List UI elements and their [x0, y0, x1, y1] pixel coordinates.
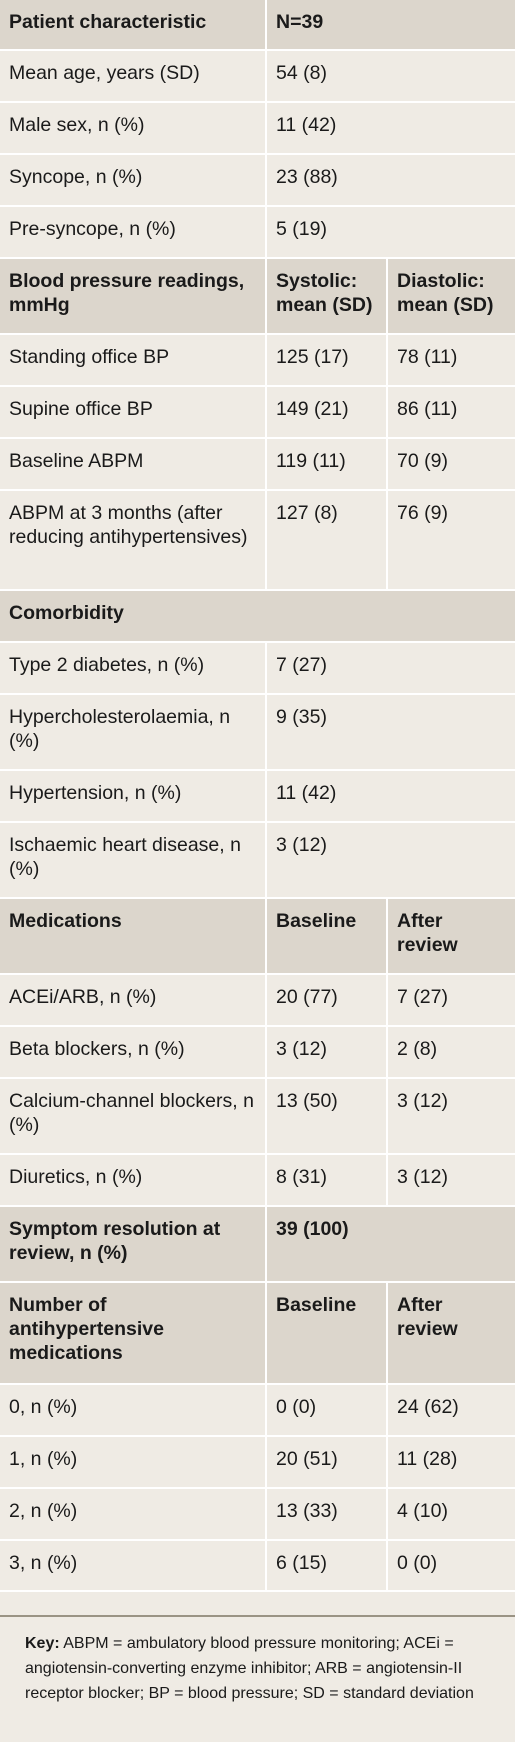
- row-value: 86 (11): [387, 386, 515, 439]
- table-row: Standing office BP 125 (17) 78 (11): [0, 334, 515, 387]
- row-label: 3, n (%): [0, 1540, 267, 1592]
- header-cell: Baseline: [266, 898, 388, 975]
- row-label: Type 2 diabetes, n (%): [0, 642, 267, 695]
- section-header-comorbidity: Comorbidity: [0, 590, 515, 643]
- row-label: Baseline ABPM: [0, 438, 267, 491]
- section-header-antihypertensive-count: Number of antihypertensive medications B…: [0, 1282, 515, 1385]
- section-header-blood-pressure: Blood pressure readings, mmHg Systolic: …: [0, 258, 515, 335]
- row-label: 0, n (%): [0, 1384, 267, 1437]
- header-cell: Symptom resolution at review, n (%): [0, 1206, 267, 1283]
- row-label: 1, n (%): [0, 1436, 267, 1489]
- row-value: 9 (35): [266, 694, 515, 771]
- header-cell: Systolic: mean (SD): [266, 258, 388, 335]
- table-key-footnote: Key: ABPM = ambulatory blood pressure mo…: [0, 1615, 515, 1742]
- table-row: Hypertension, n (%) 11 (42): [0, 770, 515, 823]
- section-header-medications: Medications Baseline After review: [0, 898, 515, 975]
- table-row: Baseline ABPM 119 (11) 70 (9): [0, 438, 515, 491]
- patient-characteristics-table: Patient characteristic N=39 Mean age, ye…: [0, 0, 515, 1592]
- header-cell: Number of antihypertensive medications: [0, 1282, 267, 1385]
- table-row: 1, n (%) 20 (51) 11 (28): [0, 1436, 515, 1489]
- row-label: Diuretics, n (%): [0, 1154, 267, 1207]
- table-row: Syncope, n (%) 23 (88): [0, 154, 515, 207]
- section-header-symptom-resolution: Symptom resolution at review, n (%) 39 (…: [0, 1206, 515, 1283]
- row-value: 5 (19): [266, 206, 515, 259]
- row-label: 2, n (%): [0, 1488, 267, 1541]
- row-value: 3 (12): [387, 1078, 515, 1155]
- header-cell: Diastolic: mean (SD): [387, 258, 515, 335]
- table-row: Mean age, years (SD) 54 (8): [0, 50, 515, 103]
- table-row: Supine office BP 149 (21) 86 (11): [0, 386, 515, 439]
- row-value: 20 (77): [266, 974, 388, 1027]
- row-value: 3 (12): [266, 822, 515, 899]
- table-row: Pre-syncope, n (%) 5 (19): [0, 206, 515, 259]
- row-value: 4 (10): [387, 1488, 515, 1541]
- row-value: 70 (9): [387, 438, 515, 491]
- table-row: Diuretics, n (%) 8 (31) 3 (12): [0, 1154, 515, 1207]
- row-value: 11 (42): [266, 770, 515, 823]
- table-row: ACEi/ARB, n (%) 20 (77) 7 (27): [0, 974, 515, 1027]
- row-value: 76 (9): [387, 490, 515, 591]
- row-value: 20 (51): [266, 1436, 388, 1489]
- row-label: Supine office BP: [0, 386, 267, 439]
- row-value: 0 (0): [387, 1540, 515, 1592]
- row-value: 13 (50): [266, 1078, 388, 1155]
- table-row: Male sex, n (%) 11 (42): [0, 102, 515, 155]
- row-value: 7 (27): [387, 974, 515, 1027]
- row-value: 54 (8): [266, 50, 515, 103]
- header-cell: After review: [387, 898, 515, 975]
- header-cell: After review: [387, 1282, 515, 1385]
- row-label: Hypercholesterolaemia, n (%): [0, 694, 267, 771]
- row-label: Pre-syncope, n (%): [0, 206, 267, 259]
- row-value: 13 (33): [266, 1488, 388, 1541]
- table-row: Calcium-channel blockers, n (%) 13 (50) …: [0, 1078, 515, 1155]
- table-row: Hypercholesterolaemia, n (%) 9 (35): [0, 694, 515, 771]
- row-value: 11 (42): [266, 102, 515, 155]
- header-cell: Patient characteristic: [0, 0, 267, 51]
- row-label: Syncope, n (%): [0, 154, 267, 207]
- row-value: 23 (88): [266, 154, 515, 207]
- row-value: 3 (12): [387, 1154, 515, 1207]
- row-label: Mean age, years (SD): [0, 50, 267, 103]
- header-cell: Medications: [0, 898, 267, 975]
- table-row: 0, n (%) 0 (0) 24 (62): [0, 1384, 515, 1437]
- row-label: Ischaemic heart disease, n (%): [0, 822, 267, 899]
- row-value: 7 (27): [266, 642, 515, 695]
- key-text: ABPM = ambulatory blood pressure monitor…: [25, 1635, 474, 1702]
- row-value: 78 (11): [387, 334, 515, 387]
- header-cell: Blood pressure readings, mmHg: [0, 258, 267, 335]
- table-row: 3, n (%) 6 (15) 0 (0): [0, 1540, 515, 1592]
- table-row: Type 2 diabetes, n (%) 7 (27): [0, 642, 515, 695]
- row-label: Hypertension, n (%): [0, 770, 267, 823]
- row-value: 2 (8): [387, 1026, 515, 1079]
- patient-characteristics-table-wrap: Patient characteristic N=39 Mean age, ye…: [0, 0, 515, 1615]
- row-label: Calcium-channel blockers, n (%): [0, 1078, 267, 1155]
- row-value: 149 (21): [266, 386, 388, 439]
- row-label: ACEi/ARB, n (%): [0, 974, 267, 1027]
- row-label: ABPM at 3 months (after reducing antihyp…: [0, 490, 267, 591]
- row-value: 125 (17): [266, 334, 388, 387]
- table-row: Ischaemic heart disease, n (%) 3 (12): [0, 822, 515, 899]
- row-value: 8 (31): [266, 1154, 388, 1207]
- header-cell: Baseline: [266, 1282, 388, 1385]
- table-row: 2, n (%) 13 (33) 4 (10): [0, 1488, 515, 1541]
- key-label: Key:: [25, 1635, 60, 1652]
- row-label: Standing office BP: [0, 334, 267, 387]
- table-row: ABPM at 3 months (after reducing antihyp…: [0, 490, 515, 591]
- header-cell: Comorbidity: [0, 590, 515, 643]
- row-value: 3 (12): [266, 1026, 388, 1079]
- row-value: 24 (62): [387, 1384, 515, 1437]
- row-value: 119 (11): [266, 438, 388, 491]
- row-value: 11 (28): [387, 1436, 515, 1489]
- header-cell: N=39: [266, 0, 515, 51]
- row-label: Male sex, n (%): [0, 102, 267, 155]
- row-label: Beta blockers, n (%): [0, 1026, 267, 1079]
- row-value: 6 (15): [266, 1540, 388, 1592]
- header-cell: 39 (100): [266, 1206, 515, 1283]
- row-value: 0 (0): [266, 1384, 388, 1437]
- row-value: 127 (8): [266, 490, 388, 591]
- table-row: Beta blockers, n (%) 3 (12) 2 (8): [0, 1026, 515, 1079]
- section-header-patient-characteristic: Patient characteristic N=39: [0, 0, 515, 51]
